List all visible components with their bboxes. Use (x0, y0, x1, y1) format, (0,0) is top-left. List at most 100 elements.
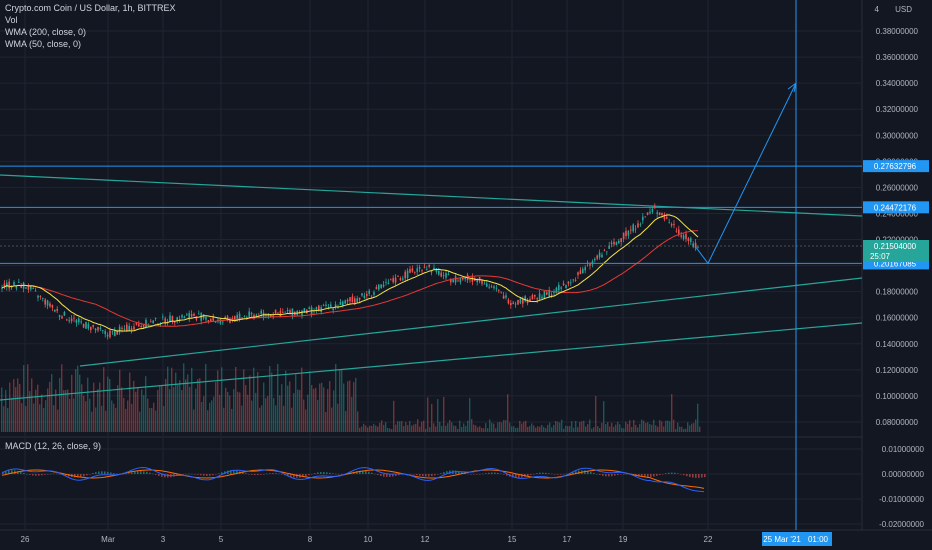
indicator-wma200[interactable]: WMA (200, close, 0) (5, 27, 87, 37)
macd-histogram-bar (479, 474, 481, 475)
volume-bar (169, 389, 171, 432)
indicator-wma50[interactable]: WMA (50, close, 0) (5, 39, 82, 49)
candle-body (493, 286, 495, 289)
current-price-badge (863, 239, 929, 262)
macd-histogram-bar (278, 473, 280, 475)
candle-body (495, 288, 498, 290)
macd-histogram-bar (308, 474, 310, 476)
volume-bar (555, 421, 557, 432)
macd-histogram-bar (377, 474, 379, 475)
candle-body (543, 291, 546, 299)
volume-bar (243, 369, 245, 432)
log-toggle-label: 4 (875, 5, 880, 14)
macd-histogram-bar (95, 472, 97, 474)
volume-bar (43, 408, 45, 432)
macd-tick-label: 0.00000000 (882, 470, 925, 479)
volume-bar (507, 394, 509, 432)
volume-bar (367, 427, 369, 432)
volume-bar (327, 389, 329, 432)
volume-bar (331, 407, 333, 432)
y-tick-label: 0.10000000 (876, 392, 919, 401)
volume-bar (309, 371, 311, 432)
candle-body (140, 326, 142, 328)
candle-body (123, 328, 126, 330)
volume-bar (191, 367, 193, 432)
volume-bar (1, 387, 3, 432)
candle-body (164, 318, 166, 324)
candle-body (498, 290, 500, 292)
macd-histogram-bar (671, 472, 673, 474)
candle-body (145, 319, 147, 328)
macd-histogram-bar (644, 474, 646, 477)
volume-bar (521, 423, 523, 432)
volume-bar (145, 376, 147, 432)
macd-histogram-bar (512, 474, 514, 478)
crosshair-date-badge (762, 532, 832, 546)
volume-bar (421, 421, 423, 432)
volume-bar (297, 389, 299, 432)
macd-histogram-bar (155, 474, 157, 475)
candle-body (553, 291, 555, 294)
candle-body (529, 299, 531, 302)
candle-body (418, 267, 421, 269)
macd-histogram-bar (434, 474, 436, 476)
volume-bar (585, 426, 587, 432)
candle-body (51, 305, 54, 308)
macd-histogram-bar (380, 474, 382, 476)
candle-body (66, 319, 68, 321)
macd-histogram-bar (302, 474, 304, 478)
candle-body (510, 303, 512, 306)
level-badge-label: 0.27632796 (874, 162, 917, 171)
volume-bar (285, 370, 287, 432)
macd-histogram-bar (440, 473, 442, 474)
volume-bar (259, 407, 261, 432)
candle-body (46, 300, 49, 306)
volume-bar (607, 422, 609, 432)
macd-histogram-bar (281, 474, 283, 475)
volume-bar (209, 402, 211, 432)
volume-bar (389, 428, 391, 432)
candle-body (344, 300, 346, 304)
macd-title[interactable]: MACD (12, 26, close, 9) (5, 441, 102, 451)
volume-bar (55, 389, 57, 432)
volume-bar (409, 421, 411, 432)
candle-body (531, 295, 534, 300)
candle-body (188, 313, 190, 320)
volume-bar (387, 427, 389, 432)
candle-body (85, 322, 87, 329)
macd-histogram-bar (230, 470, 232, 474)
volume-bar (311, 384, 313, 432)
volume-bar (183, 363, 185, 432)
indicator-vol[interactable]: Vol (5, 15, 18, 25)
volume-bar (481, 427, 483, 432)
volume-bar (487, 428, 489, 432)
candle-body (18, 281, 20, 283)
volume-bar (3, 406, 5, 432)
candle-body (687, 238, 690, 242)
volume-bar (519, 420, 521, 432)
candle-body (205, 316, 207, 320)
level-badge (863, 160, 929, 173)
candle-body (603, 250, 606, 252)
y-tick-label: 0.30000000 (876, 131, 919, 140)
candle-body (613, 241, 615, 245)
volume-bar (91, 411, 93, 432)
candle-body (37, 295, 39, 298)
macd-histogram-bar (386, 474, 388, 477)
candle-body (15, 285, 18, 289)
y-tick-label: 0.08000000 (876, 418, 919, 427)
macd-histogram-bar (158, 474, 160, 476)
candle-body (217, 319, 219, 322)
volume-bar (127, 400, 129, 432)
candle-body (152, 320, 154, 324)
candle-body (99, 327, 102, 330)
macd-histogram-bar (122, 474, 124, 475)
volume-bar (275, 405, 277, 432)
candle-body (142, 324, 145, 328)
volume-bar (239, 392, 241, 432)
candle-body (114, 330, 116, 337)
macd-histogram-bar (8, 470, 10, 474)
volume-bar (337, 403, 339, 432)
candle-body (231, 317, 234, 321)
